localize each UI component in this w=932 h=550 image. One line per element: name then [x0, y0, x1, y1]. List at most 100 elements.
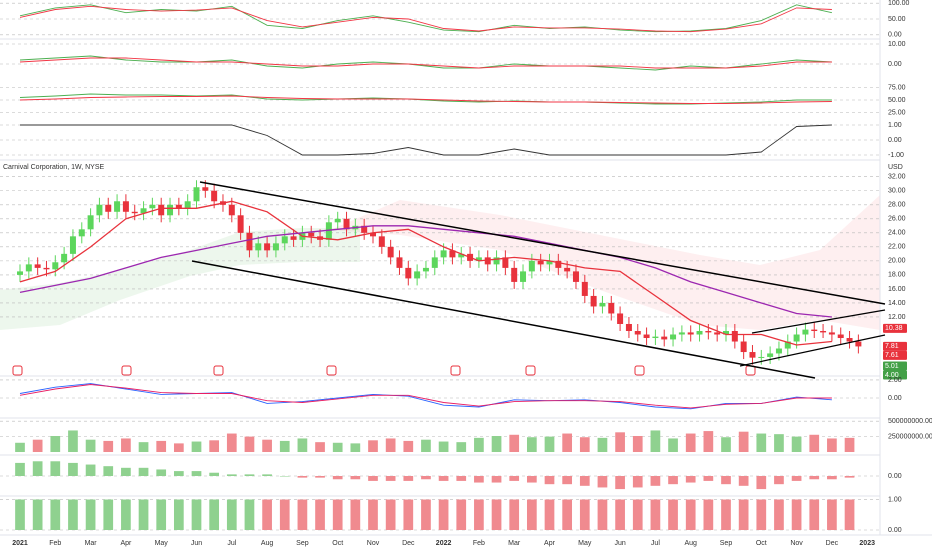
bar	[579, 437, 590, 452]
y-tick-label: -1.00	[888, 152, 904, 159]
bar	[632, 436, 643, 452]
currency-label: USD	[888, 164, 903, 171]
y-tick-label: 28.00	[888, 202, 906, 209]
bar	[456, 476, 467, 481]
bar	[597, 437, 608, 452]
bar	[138, 467, 149, 476]
bar	[156, 469, 167, 476]
y-tick-label: 75.00	[888, 84, 906, 91]
bar	[15, 442, 25, 452]
candle-body	[431, 257, 438, 268]
bar	[173, 443, 184, 452]
candle-body	[343, 218, 350, 230]
bar	[615, 476, 625, 490]
bar	[421, 476, 431, 480]
earnings-icon	[12, 365, 23, 376]
bar	[668, 476, 678, 485]
bar	[350, 499, 361, 530]
candle-body	[87, 215, 94, 230]
candle-body	[767, 353, 774, 357]
bar	[368, 499, 378, 530]
candle-body	[749, 352, 756, 358]
price-badge-label: 7.81	[885, 343, 899, 350]
candle-body	[696, 331, 703, 335]
line-series	[19, 383, 832, 410]
bar	[456, 499, 467, 530]
candle-body	[484, 257, 491, 265]
candle-body	[846, 338, 853, 342]
bar	[579, 476, 590, 486]
candle-body	[211, 190, 218, 202]
candle-body	[193, 187, 200, 202]
y-tick-label: 10.00	[888, 41, 906, 48]
bar	[315, 476, 325, 478]
bar	[526, 499, 537, 530]
y-tick-label: 500000000.00	[888, 418, 932, 425]
bar	[403, 499, 414, 530]
bar	[509, 434, 520, 452]
candle-body	[61, 253, 68, 263]
y-tick-label: 1.00	[888, 496, 902, 503]
candle-body	[723, 331, 729, 335]
bar	[332, 476, 343, 480]
bar	[579, 499, 590, 530]
y-tick-label: 0.00	[888, 527, 902, 534]
x-tick-label: Jun	[614, 540, 625, 547]
bar	[103, 499, 114, 530]
bar	[209, 472, 220, 476]
bar	[297, 499, 308, 530]
bar	[738, 476, 749, 486]
bar	[421, 439, 431, 452]
x-tick-label: Sep	[296, 540, 309, 547]
candle-body	[290, 236, 297, 240]
x-tick-label: May	[578, 540, 592, 547]
x-tick-label: Aug	[684, 540, 697, 547]
x-tick-label: 2022	[436, 540, 452, 547]
y-tick-label: 14.00	[888, 300, 906, 307]
bar	[244, 474, 255, 476]
candle-body	[643, 334, 650, 339]
bar	[721, 476, 731, 485]
bar	[279, 476, 290, 477]
candle-body	[140, 208, 147, 214]
bar	[809, 499, 820, 530]
x-tick-label: Nov	[367, 540, 380, 547]
candle-body	[740, 341, 747, 353]
bar	[562, 433, 573, 452]
y-tick-label: 100.00	[888, 0, 910, 7]
candle-body	[264, 243, 271, 251]
x-tick-label: Mar	[85, 540, 98, 547]
candle-body	[414, 271, 421, 279]
bar	[615, 499, 625, 530]
y-tick-label: 0.00	[888, 61, 902, 68]
bar	[368, 476, 378, 481]
candle-body	[678, 332, 685, 335]
candle-body	[714, 332, 721, 335]
price-badge	[883, 350, 907, 360]
bar	[632, 476, 643, 488]
candle-body	[811, 329, 818, 332]
bar	[544, 476, 555, 485]
bar	[650, 476, 661, 486]
candle-body	[705, 331, 712, 333]
x-tick-label: Aug	[261, 540, 274, 547]
bar	[474, 437, 484, 452]
candle-body	[617, 313, 624, 324]
candle-body	[731, 331, 738, 342]
bar	[844, 499, 855, 530]
bar	[456, 442, 467, 452]
bar	[491, 499, 502, 530]
bar	[315, 442, 325, 452]
bar	[421, 499, 431, 530]
candle-body	[167, 204, 174, 216]
bar	[191, 441, 202, 452]
y-tick-label: 22.00	[888, 244, 906, 251]
bar	[138, 499, 149, 530]
y-tick-label: 32.00	[888, 174, 906, 181]
candle-body	[396, 257, 403, 268]
candle-body	[422, 267, 429, 272]
bar	[121, 467, 131, 476]
line-series	[19, 4, 832, 33]
bar	[615, 432, 625, 452]
y-tick-label: 12.00	[888, 314, 906, 321]
